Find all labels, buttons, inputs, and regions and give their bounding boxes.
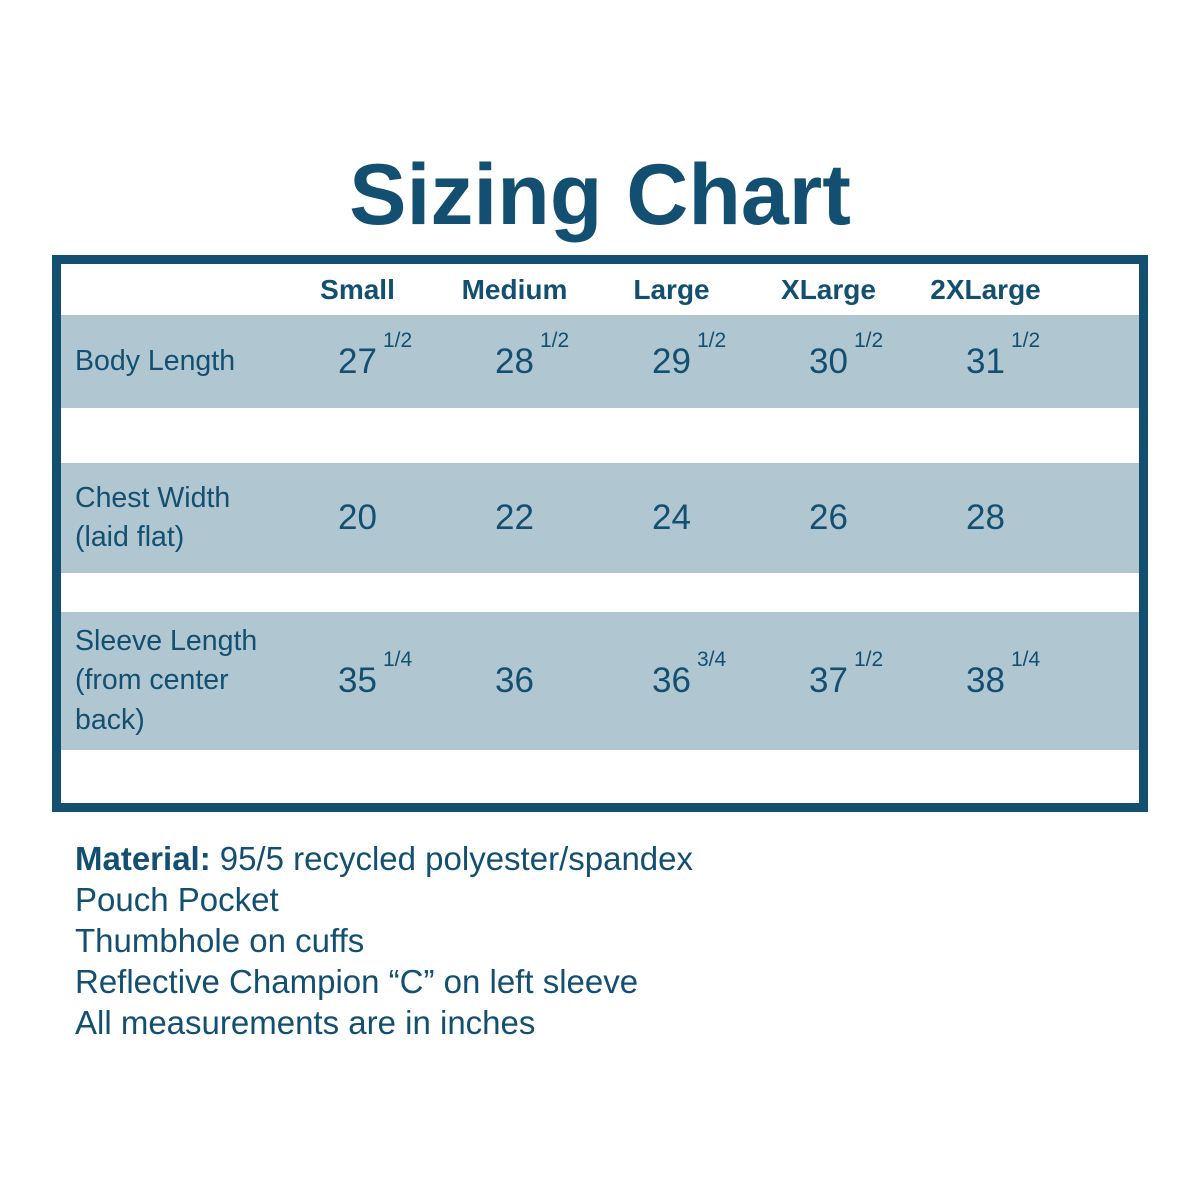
table-spacer-row xyxy=(61,750,1139,803)
size-value-sleeve-xlarge: 37 1/2 xyxy=(809,648,884,700)
table-spacer-row xyxy=(61,408,1139,463)
note-material-label: Material: xyxy=(75,840,211,877)
column-header-small: Small xyxy=(320,273,395,305)
size-value-chest-xlarge: 26 xyxy=(809,498,848,537)
table-spacer-row xyxy=(61,573,1139,612)
note-material-value: 95/5 recycled polyester/spandex xyxy=(219,840,693,877)
size-value-sleeve-small: 35 1/4 xyxy=(338,648,413,700)
note-material: Material: 95/5 recycled polyester/spandex xyxy=(75,838,693,879)
size-value-chest-small: 20 xyxy=(338,498,377,537)
column-header-2xlarge: 2XLarge xyxy=(930,273,1041,305)
column-header-xlarge: XLarge xyxy=(781,273,876,305)
page-title: Sizing Chart xyxy=(349,147,851,243)
table-row-sleeve-length: Sleeve Length (from center back) 35 1/4 3… xyxy=(61,612,1139,750)
table-header-row: Small Medium Large XLarge 2XLarge xyxy=(61,264,1139,315)
size-value-body-medium: 28 1/2 xyxy=(495,328,570,381)
column-header-large: Large xyxy=(633,273,710,305)
note-reflective-c: Reflective Champion “C” on left sleeve xyxy=(75,963,639,1000)
size-value-body-xlarge: 30 1/2 xyxy=(809,328,884,381)
note-pouch-pocket: Pouch Pocket xyxy=(75,881,279,918)
size-value-sleeve-2xlarge: 38 1/4 xyxy=(966,648,1041,700)
size-value-chest-2xlarge: 28 xyxy=(966,498,1005,537)
notes: Material: 95/5 recycled polyester/spandex… xyxy=(75,838,693,1043)
size-value-sleeve-medium: 36 xyxy=(495,661,534,700)
size-value-chest-large: 24 xyxy=(652,498,691,537)
row-label-sleeve-length: Sleeve Length (from center back) xyxy=(75,625,258,736)
size-value-chest-medium: 22 xyxy=(495,498,534,537)
sizing-table: Small Medium Large XLarge 2XLarge Body L… xyxy=(52,255,1148,812)
row-label-chest-width: Chest Width (laid flat) xyxy=(75,481,231,553)
note-measurements-unit: All measurements are in inches xyxy=(75,1004,536,1041)
table-row-body-length: Body Length 27 1/2 28 1/2 29 1/2 30 1/2 31 1/… xyxy=(61,315,1139,408)
size-value-body-2xlarge: 31 1/2 xyxy=(966,328,1041,381)
row-label-body-length: Body Length xyxy=(75,344,236,377)
size-value-body-large: 29 1/2 xyxy=(652,328,727,381)
note-thumbhole: Thumbhole on cuffs xyxy=(75,922,365,959)
size-value-body-small: 27 1/2 xyxy=(338,328,413,381)
table-row-chest-width: Chest Width (laid flat) 20 22 24 26 28 xyxy=(61,463,1139,573)
column-header-medium: Medium xyxy=(461,273,568,305)
size-value-sleeve-large: 36 3/4 xyxy=(652,648,727,700)
